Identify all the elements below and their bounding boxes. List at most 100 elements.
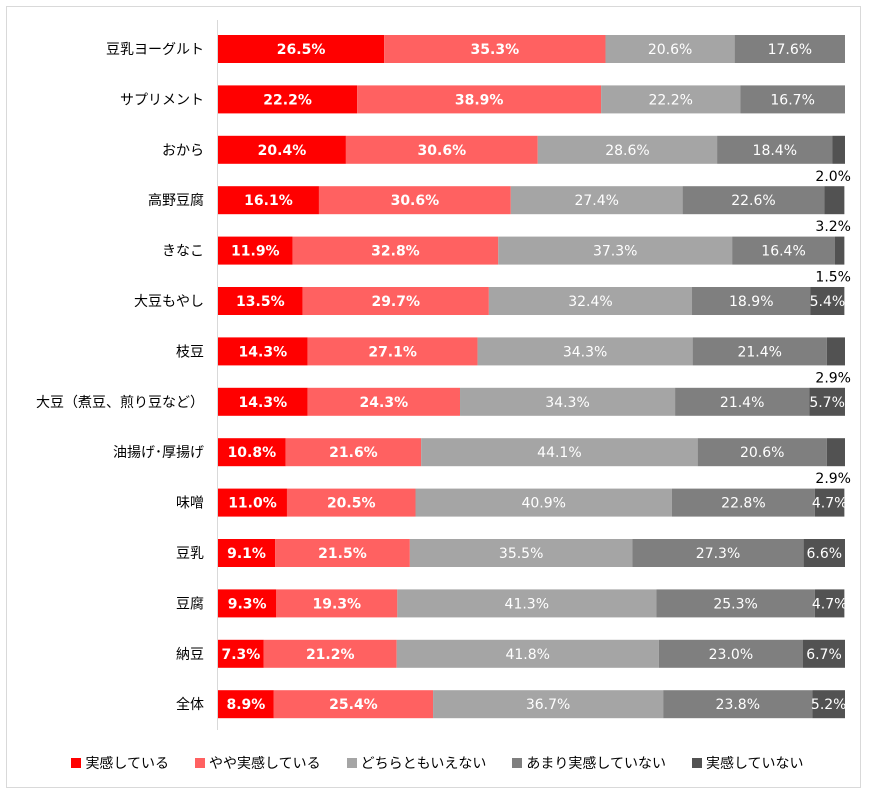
bar-segment (218, 387, 308, 416)
bar-segment (834, 236, 845, 265)
data-label: 19.3% (313, 596, 362, 612)
bar-segment (307, 337, 478, 366)
data-label: 26.5% (277, 42, 326, 58)
legend-label: 実感している (85, 756, 170, 772)
data-label: 36.7% (526, 697, 570, 713)
category-label: 味噌 (176, 496, 204, 512)
data-label: 20.4% (258, 143, 307, 159)
data-label: 14.3% (239, 395, 288, 411)
bar-segment (263, 639, 397, 668)
bar-segment (276, 589, 398, 618)
legend-label: やや実感している (209, 756, 321, 772)
data-label: 22.6% (731, 193, 775, 209)
data-label: 18.4% (753, 143, 797, 159)
bar-segment (826, 337, 845, 366)
category-label: 豆乳ヨーグルト (106, 42, 204, 58)
data-label: 4.7% (812, 596, 848, 612)
data-label: 21.4% (737, 344, 781, 360)
bar-segment (488, 287, 693, 315)
data-label: 20.6% (740, 445, 784, 461)
legend-label: 実感していない (705, 756, 804, 772)
category-label: おから (162, 143, 204, 159)
bar-segment (433, 690, 664, 719)
data-label: 21.6% (329, 445, 378, 461)
legend-item: 実感していない (691, 753, 804, 773)
data-label: 27.4% (574, 193, 618, 209)
data-label: 2.0% (815, 169, 851, 185)
bar-segment (605, 35, 735, 63)
data-label: 18.9% (729, 294, 773, 310)
bar-segment (218, 539, 276, 567)
bar-segment (357, 85, 602, 114)
bar-segment (307, 387, 461, 416)
bar-segment (421, 438, 698, 467)
data-label: 11.9% (231, 244, 280, 260)
bar-segment (734, 35, 845, 63)
category-label: 高野豆腐 (148, 192, 204, 209)
bar-segment (218, 639, 264, 668)
bar-segment (656, 589, 815, 618)
bar-segment (275, 539, 410, 567)
category-label: サプリメント (120, 92, 204, 108)
bar-segment (814, 488, 845, 517)
legend-label: どちらともいえない (360, 756, 487, 772)
data-label: 9.3% (228, 596, 267, 612)
data-label: 5.4% (810, 294, 846, 310)
category-label: 油揚げ･厚揚げ (113, 444, 204, 461)
data-label: 4.7% (812, 496, 848, 512)
bar-segment (273, 690, 434, 719)
bar-segment (384, 35, 606, 63)
bar-segment (302, 287, 489, 315)
data-label: 30.6% (418, 143, 467, 159)
legend-swatch (71, 758, 82, 768)
data-label: 6.6% (807, 546, 843, 562)
data-label: 22.2% (263, 92, 312, 108)
category-label: 全体 (176, 696, 204, 713)
data-label: 29.7% (371, 294, 420, 310)
data-label: 22.2% (648, 92, 692, 108)
bar-segment (218, 85, 358, 114)
bar-segment (218, 287, 303, 315)
bar-segment (537, 135, 718, 164)
data-label: 2.9% (815, 370, 851, 386)
data-label: 20.6% (648, 42, 692, 58)
bar-segment (286, 488, 416, 517)
category-label: 豆腐 (176, 595, 204, 612)
legend-swatch (195, 758, 206, 768)
legend-swatch (691, 758, 702, 768)
data-label: 37.3% (593, 244, 637, 260)
legend: 実感している やや実感している どちらともいえない あまり実感していない 実感していない (0, 753, 875, 773)
legend-item: やや実感している (195, 753, 321, 773)
data-label: 32.4% (568, 294, 612, 310)
bar-segment (809, 387, 845, 416)
data-label: 17.6% (768, 42, 812, 58)
bar-segment (824, 186, 845, 215)
bar-segment (396, 639, 659, 668)
data-label: 25.4% (329, 697, 378, 713)
bar-segment (803, 539, 845, 567)
bar-segment (218, 186, 319, 215)
data-label: 41.3% (505, 596, 549, 612)
data-label: 35.3% (471, 42, 520, 58)
bar-segment (732, 236, 835, 265)
data-label: 28.6% (605, 143, 649, 159)
data-label: 41.8% (505, 647, 549, 663)
data-label: 21.2% (306, 647, 355, 663)
category-label: 豆乳 (176, 546, 204, 562)
legend-label: あまり実感していない (526, 756, 666, 772)
bar-segment (218, 35, 385, 63)
bar-segment (814, 589, 845, 618)
data-label: 1.5% (815, 270, 851, 286)
bar-segment (692, 287, 811, 315)
data-label: 34.3% (545, 395, 589, 411)
legend-item: あまり実感していない (512, 753, 666, 773)
data-label: 11.0% (228, 496, 277, 512)
bar-segment (460, 387, 676, 416)
bar-segment (218, 337, 308, 366)
bar-segment (697, 438, 827, 467)
bar-segment (663, 690, 813, 719)
bar-segment (292, 236, 499, 265)
data-label: 24.3% (360, 395, 409, 411)
